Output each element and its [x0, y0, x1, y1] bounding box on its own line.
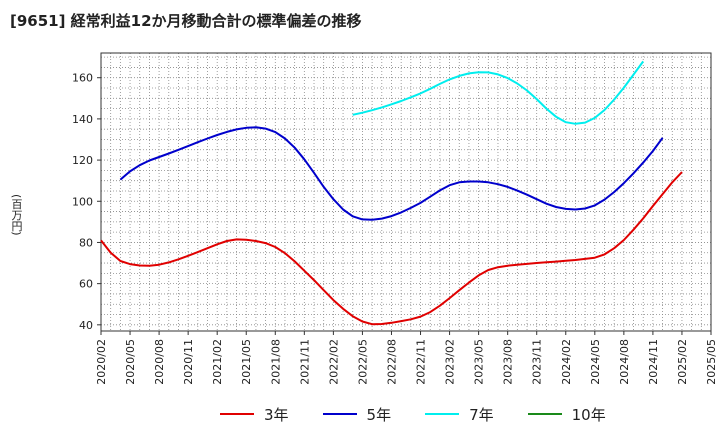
series-line-7年: [352, 60, 645, 125]
series-line-5年: [119, 126, 664, 221]
x-tick-label: 2023/02: [444, 339, 457, 385]
x-tick-label: 2021/05: [240, 339, 253, 385]
x-tick-label: 2020/08: [153, 339, 166, 385]
plot-frame: [100, 52, 712, 332]
x-tick-label: 2025/02: [676, 339, 689, 385]
series-line-3年: [100, 171, 683, 326]
legend-swatch: [527, 413, 562, 415]
y-tick-label: 120: [72, 154, 93, 167]
y-tick-label: 60: [79, 278, 93, 291]
x-tick-label: 2023/11: [531, 339, 544, 385]
x-tick-label: 2020/02: [95, 339, 108, 385]
y-axis-label: (百万円): [10, 194, 23, 236]
x-tick-label: 2025/05: [705, 339, 718, 385]
legend-label: 7年: [469, 405, 494, 424]
legend-swatch: [220, 413, 254, 415]
legend-label: 3年: [264, 405, 289, 424]
x-tick-label: 2024/05: [589, 339, 602, 385]
legend-item: 5年: [322, 404, 392, 425]
legend: 3年 5年 7年 10年: [220, 402, 640, 426]
legend-item: 7年: [425, 404, 494, 425]
chart-title: [9651] 経常利益12か月移動合計の標準偏差の推移: [10, 12, 362, 30]
x-tick-label: 2023/08: [502, 339, 515, 385]
x-tick-label: 2020/11: [182, 339, 195, 385]
x-tick-label: 2024/11: [647, 339, 660, 385]
legend-item: 3年: [220, 404, 289, 425]
x-tick-label: 2023/05: [473, 339, 486, 385]
x-tick-label: 2021/11: [298, 339, 311, 385]
y-tick-label: 40: [79, 319, 93, 332]
x-tick-label: 2020/05: [124, 339, 137, 385]
y-tick-label: 80: [79, 236, 93, 249]
legend-label: 10年: [571, 405, 606, 424]
y-tick-label: 140: [72, 113, 93, 126]
y-tick-label: 160: [72, 72, 93, 85]
x-tick-label: 2024/02: [560, 339, 573, 385]
x-tick-label: 2021/08: [269, 339, 282, 385]
x-tick-label: 2024/08: [618, 339, 631, 385]
legend-swatch: [322, 413, 357, 415]
x-tick-label: 2022/08: [385, 339, 398, 385]
x-tick-label: 2021/02: [211, 339, 224, 385]
plot-background: [101, 53, 711, 331]
y-tick-label: 100: [72, 195, 93, 208]
legend-label: 5年: [366, 405, 392, 424]
x-tick-label: 2022/02: [327, 339, 340, 385]
legend-item: 10年: [527, 404, 606, 425]
legend-swatch: [425, 413, 460, 415]
x-tick-label: 2022/05: [356, 339, 369, 385]
x-tick-label: 2022/11: [415, 339, 428, 385]
